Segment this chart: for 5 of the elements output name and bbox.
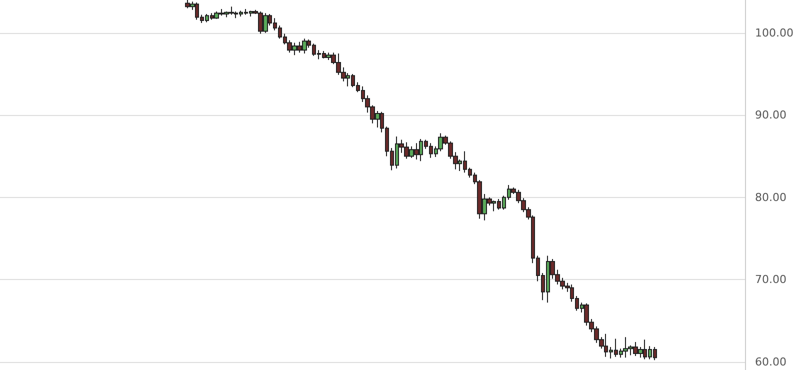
y-tick-label: 90.00 bbox=[755, 108, 786, 122]
y-tick-label: 60.00 bbox=[755, 355, 786, 368]
y-tick-label: 80.00 bbox=[755, 190, 786, 204]
y-tick-label: 100.00 bbox=[755, 26, 794, 40]
y-tick-label: 70.00 bbox=[755, 273, 786, 286]
